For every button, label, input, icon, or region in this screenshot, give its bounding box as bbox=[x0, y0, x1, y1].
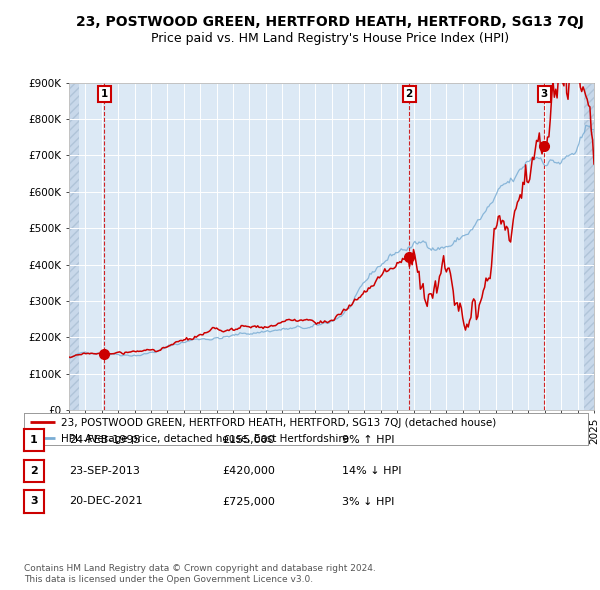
Text: 3: 3 bbox=[541, 89, 548, 99]
Text: 20-DEC-2021: 20-DEC-2021 bbox=[69, 497, 143, 506]
Text: 9% ↑ HPI: 9% ↑ HPI bbox=[342, 435, 395, 445]
Text: 23, POSTWOOD GREEN, HERTFORD HEATH, HERTFORD, SG13 7QJ (detached house): 23, POSTWOOD GREEN, HERTFORD HEATH, HERT… bbox=[61, 418, 496, 428]
Text: This data is licensed under the Open Government Licence v3.0.: This data is licensed under the Open Gov… bbox=[24, 575, 313, 584]
Text: Contains HM Land Registry data © Crown copyright and database right 2024.: Contains HM Land Registry data © Crown c… bbox=[24, 565, 376, 573]
Text: 14% ↓ HPI: 14% ↓ HPI bbox=[342, 466, 401, 476]
Bar bbox=[584, 83, 594, 410]
Text: 3: 3 bbox=[30, 497, 38, 506]
Text: Price paid vs. HM Land Registry's House Price Index (HPI): Price paid vs. HM Land Registry's House … bbox=[151, 32, 509, 45]
Text: 1: 1 bbox=[30, 435, 38, 445]
Text: 24-FEB-1995: 24-FEB-1995 bbox=[69, 435, 140, 445]
Text: £155,000: £155,000 bbox=[222, 435, 275, 445]
Text: £725,000: £725,000 bbox=[222, 497, 275, 506]
Text: 2: 2 bbox=[30, 466, 38, 476]
Text: 23, POSTWOOD GREEN, HERTFORD HEATH, HERTFORD, SG13 7QJ: 23, POSTWOOD GREEN, HERTFORD HEATH, HERT… bbox=[76, 15, 584, 29]
Text: 3% ↓ HPI: 3% ↓ HPI bbox=[342, 497, 394, 506]
Bar bbox=[69, 83, 79, 410]
Text: 23-SEP-2013: 23-SEP-2013 bbox=[69, 466, 140, 476]
Text: £420,000: £420,000 bbox=[222, 466, 275, 476]
Text: 1: 1 bbox=[100, 89, 108, 99]
Text: 2: 2 bbox=[406, 89, 413, 99]
Text: HPI: Average price, detached house, East Hertfordshire: HPI: Average price, detached house, East… bbox=[61, 434, 349, 444]
